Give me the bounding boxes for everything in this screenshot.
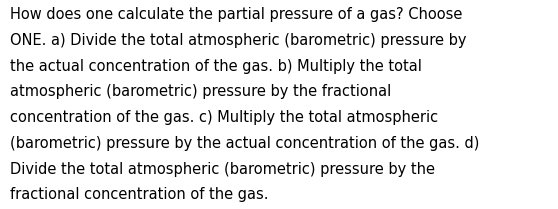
Text: the actual concentration of the gas. b) Multiply the total: the actual concentration of the gas. b) … (10, 59, 422, 74)
Text: atmospheric (barometric) pressure by the fractional: atmospheric (barometric) pressure by the… (10, 84, 391, 99)
Text: (barometric) pressure by the actual concentration of the gas. d): (barometric) pressure by the actual conc… (10, 136, 479, 151)
Text: concentration of the gas. c) Multiply the total atmospheric: concentration of the gas. c) Multiply th… (10, 110, 438, 125)
Text: How does one calculate the partial pressure of a gas? Choose: How does one calculate the partial press… (10, 7, 463, 22)
Text: ONE. a) Divide the total atmospheric (barometric) pressure by: ONE. a) Divide the total atmospheric (ba… (10, 33, 466, 48)
Text: Divide the total atmospheric (barometric) pressure by the: Divide the total atmospheric (barometric… (10, 162, 435, 177)
Text: fractional concentration of the gas.: fractional concentration of the gas. (10, 187, 268, 202)
